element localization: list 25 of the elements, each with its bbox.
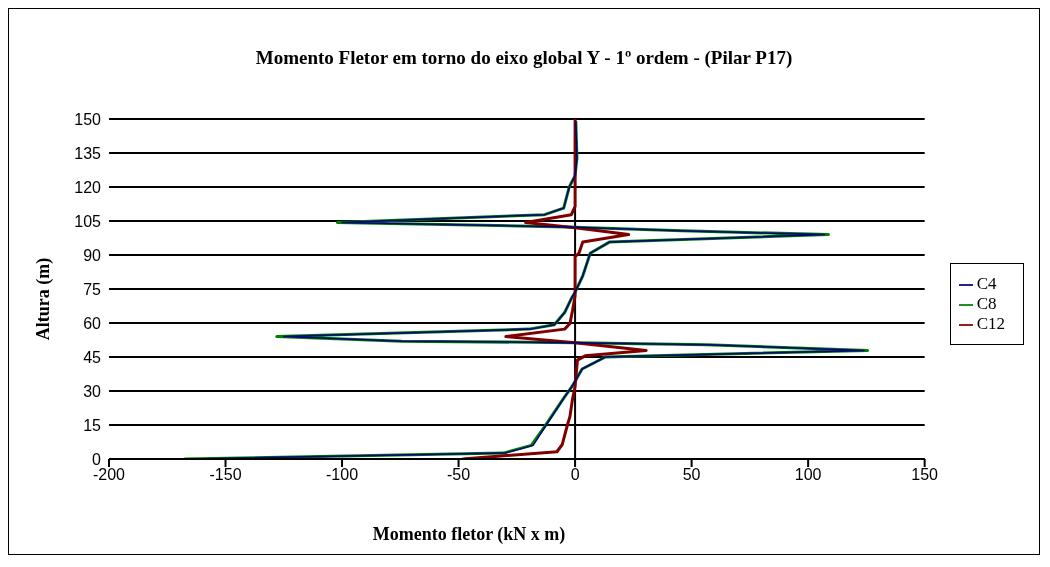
y-tick-label: 120 (74, 178, 102, 196)
y-tick-label: 45 (83, 348, 102, 366)
legend-label: C8 (976, 294, 997, 313)
y-tick-label: 75 (83, 280, 102, 298)
y-tick-label: 150 (74, 110, 102, 128)
y-axis-title: Altura (m) (32, 257, 54, 341)
x-tick-label: -150 (209, 466, 242, 484)
x-tick-label: 150 (911, 466, 939, 484)
legend-label: C12 (976, 314, 1005, 333)
chart-title: Momento Fletor em torno do eixo global Y - 1º ordem - (Pilar P17) (254, 47, 794, 69)
x-tick-label: 50 (682, 466, 701, 484)
x-tick-label: 100 (794, 466, 822, 484)
legend-label: C4 (976, 274, 997, 293)
y-tick-label: 15 (83, 416, 102, 434)
y-tick-label: 135 (74, 144, 102, 162)
x-tick-label: 0 (570, 466, 580, 484)
y-tick-label: 60 (83, 314, 102, 332)
x-axis-title: Momento fletor (kN x m) (371, 524, 567, 545)
y-tick-label: 30 (83, 382, 102, 400)
y-tick-label: 90 (83, 246, 102, 264)
x-tick-label: -200 (92, 466, 126, 484)
x-tick-label: -100 (326, 466, 359, 484)
x-tick-label: -50 (447, 466, 471, 484)
y-tick-label: 105 (74, 212, 102, 230)
y-tick-label: 0 (92, 450, 102, 468)
